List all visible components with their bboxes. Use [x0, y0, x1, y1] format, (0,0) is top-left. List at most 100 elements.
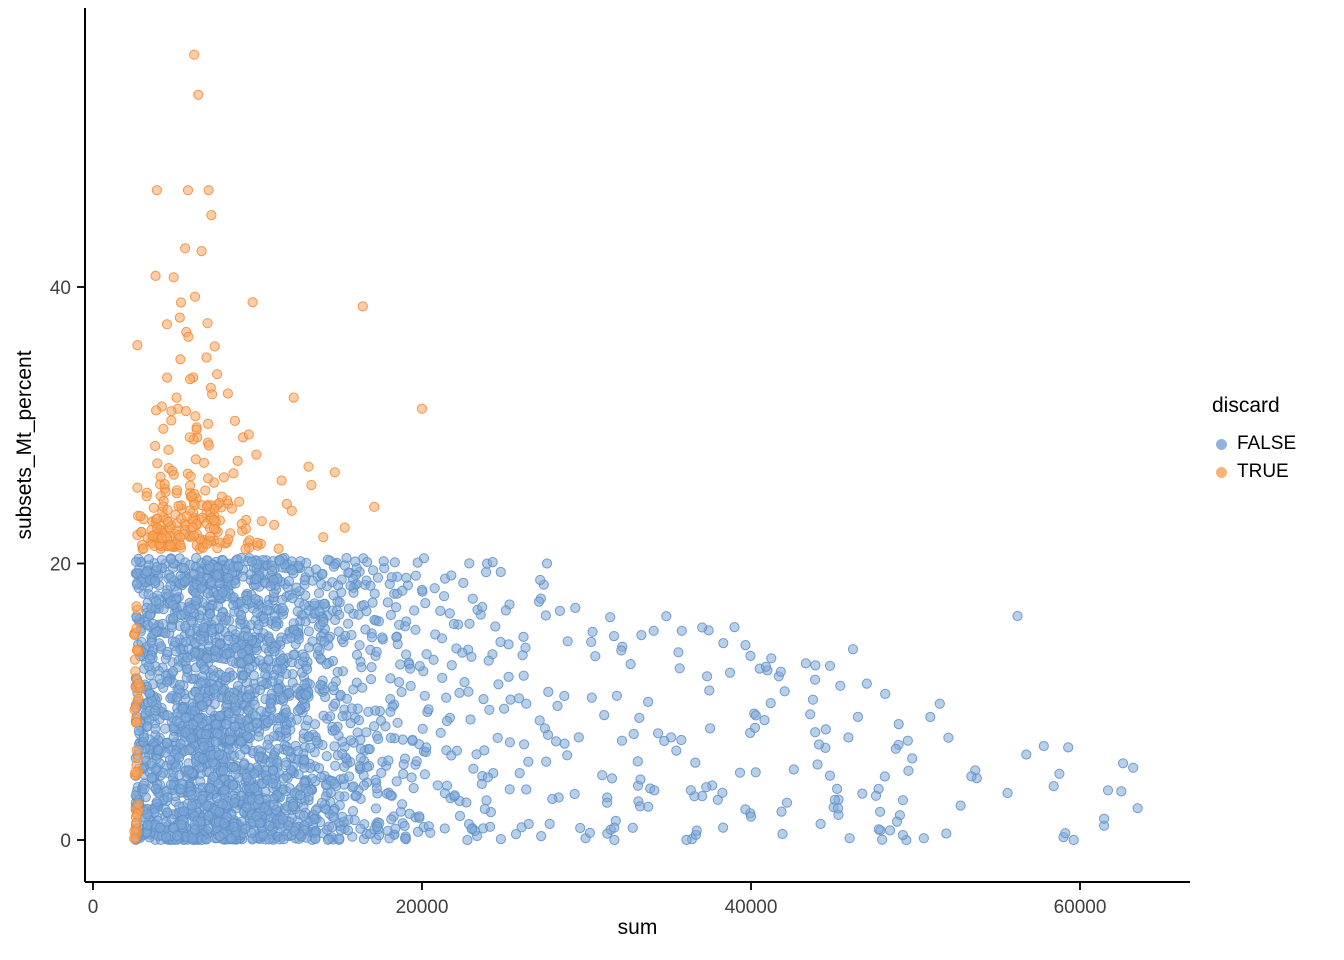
- data-point-false: [329, 741, 340, 752]
- data-point-true: [163, 444, 174, 455]
- data-point-false: [278, 773, 289, 784]
- data-point-false: [170, 762, 182, 773]
- data-point-false: [659, 735, 670, 747]
- data-point-false: [781, 797, 793, 808]
- data-point-false: [750, 710, 761, 721]
- data-point-false: [251, 607, 263, 618]
- data-point-false: [161, 832, 172, 843]
- data-point-false: [373, 616, 384, 627]
- data-point-false: [180, 712, 191, 724]
- data-point-false: [329, 725, 341, 736]
- data-point-false: [302, 715, 313, 726]
- data-point-true: [243, 429, 254, 440]
- data-point-false: [342, 825, 354, 836]
- data-point-false: [241, 595, 252, 606]
- data-point-true: [166, 406, 177, 417]
- data-point-false: [346, 629, 357, 641]
- data-point-false: [144, 670, 155, 681]
- data-point-false: [298, 810, 309, 822]
- data-point-false: [322, 834, 333, 845]
- data-point-false: [493, 679, 504, 690]
- data-point-false: [196, 700, 208, 711]
- data-point-true: [276, 475, 287, 486]
- data-point-false: [411, 756, 422, 767]
- data-point-true: [202, 473, 214, 484]
- data-point-false: [354, 640, 365, 651]
- data-point-false: [319, 636, 330, 647]
- data-point-false: [269, 646, 280, 657]
- data-point-false: [1012, 610, 1023, 622]
- data-point-false: [303, 786, 314, 797]
- data-point-false: [339, 761, 350, 773]
- data-point-false: [208, 771, 219, 783]
- data-point-false: [368, 565, 379, 576]
- data-point-false: [523, 818, 534, 830]
- data-point-false: [228, 693, 240, 704]
- data-point-false: [414, 811, 425, 822]
- data-point-true: [175, 540, 186, 551]
- data-point-true: [339, 522, 350, 533]
- data-point-false: [454, 810, 466, 822]
- data-point-false: [812, 759, 823, 770]
- data-point-false: [162, 807, 173, 818]
- data-point-false: [847, 644, 859, 655]
- data-point-false: [459, 677, 470, 688]
- data-point-false: [1117, 758, 1129, 769]
- data-point-false: [150, 783, 161, 795]
- data-point-false: [203, 823, 214, 834]
- data-point-false: [587, 626, 598, 637]
- data-point-false: [1099, 813, 1110, 824]
- data-point-false: [890, 743, 901, 754]
- legend-item-true: TRUE: [1212, 458, 1296, 486]
- data-point-false: [397, 734, 408, 745]
- data-point-false: [209, 645, 221, 656]
- data-point-false: [201, 653, 213, 664]
- data-point-false: [195, 677, 206, 688]
- data-point-false: [355, 743, 367, 755]
- data-point-false: [518, 631, 529, 643]
- data-point-false: [341, 693, 352, 704]
- data-point-true: [136, 526, 147, 538]
- data-point-true: [223, 534, 234, 545]
- y-axis-title: subsets_Mt_percent: [13, 350, 36, 540]
- data-point-false: [315, 679, 326, 690]
- data-point-false: [223, 708, 234, 719]
- data-point-true: [369, 501, 380, 512]
- data-point-false: [150, 723, 161, 734]
- data-point-false: [634, 712, 645, 724]
- data-point-false: [408, 783, 419, 794]
- data-point-false: [884, 825, 896, 836]
- data-point-false: [533, 596, 545, 607]
- data-point-true: [204, 531, 216, 543]
- data-point-false: [777, 828, 788, 840]
- data-point-false: [347, 806, 359, 817]
- data-point-false: [273, 743, 284, 754]
- data-point-false: [150, 596, 162, 607]
- data-point-false: [265, 698, 276, 709]
- data-point-false: [131, 556, 142, 567]
- data-point-false: [364, 744, 375, 755]
- data-point-false: [465, 714, 476, 725]
- data-point-false: [385, 609, 396, 621]
- data-point-false: [201, 800, 212, 811]
- data-point-true: [222, 388, 233, 399]
- data-point-false: [250, 593, 261, 605]
- data-point-false: [139, 784, 150, 795]
- data-point-false: [353, 715, 365, 726]
- data-point-true: [201, 501, 213, 512]
- data-point-false: [810, 727, 821, 738]
- data-point-false: [181, 672, 192, 683]
- data-point-true: [131, 745, 142, 756]
- data-point-false: [142, 820, 153, 831]
- data-point-false: [254, 684, 266, 696]
- data-point-true: [190, 411, 201, 422]
- data-point-true: [131, 817, 142, 829]
- data-point-false: [242, 631, 254, 642]
- data-point-false: [146, 637, 157, 648]
- data-point-false: [318, 616, 329, 628]
- data-point-false: [810, 660, 821, 671]
- data-point-false: [281, 760, 292, 771]
- data-point-false: [303, 731, 314, 742]
- data-point-false: [191, 553, 202, 564]
- data-point-false: [143, 589, 154, 600]
